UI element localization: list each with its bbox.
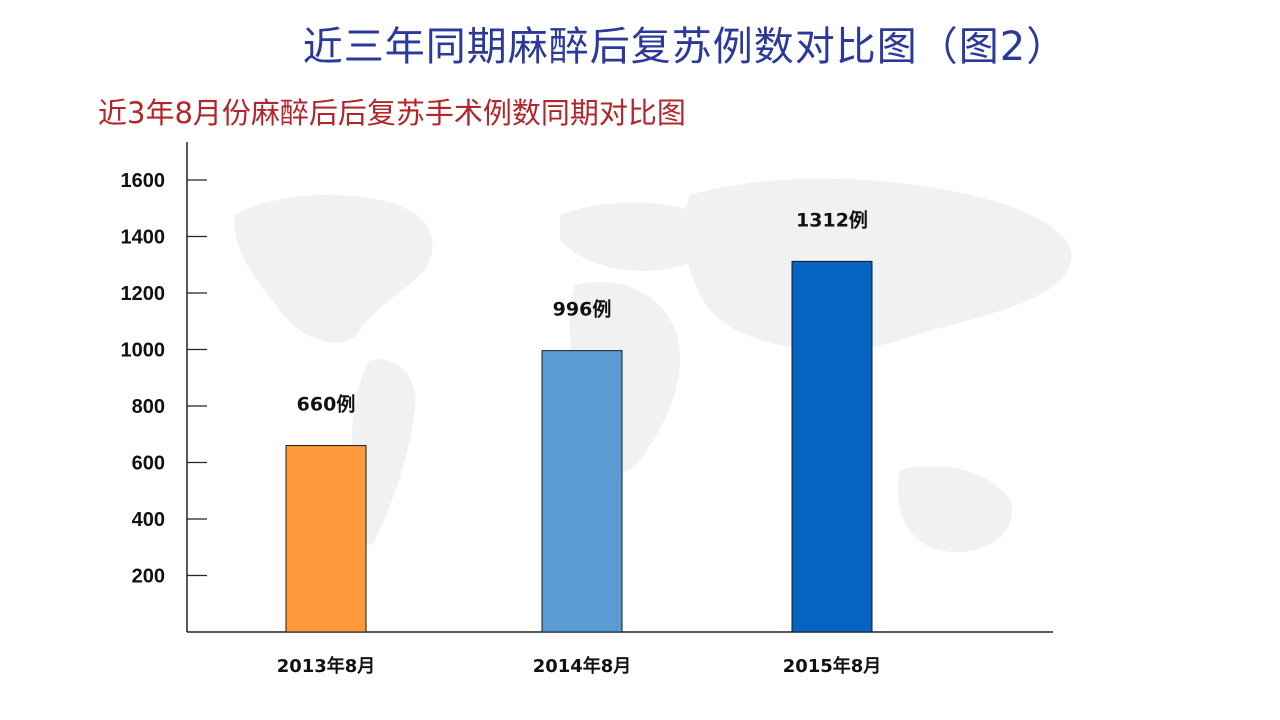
- y-tick-label: 600: [132, 453, 165, 475]
- bar-3: [791, 260, 873, 633]
- y-tick-label: 1400: [121, 227, 166, 249]
- bar-data-label: 1312例: [796, 208, 868, 231]
- bar-1: [285, 445, 367, 633]
- bar-2: [541, 350, 623, 633]
- world-map-watermark: [234, 178, 1072, 553]
- y-tick-label: 400: [132, 509, 165, 531]
- x-category-label: 2015年8月: [783, 655, 882, 677]
- y-tick-label: 800: [132, 396, 165, 418]
- y-tick-label: 1000: [121, 340, 166, 362]
- y-tick-label: 200: [132, 566, 165, 588]
- y-tick-label: 1600: [121, 170, 166, 192]
- bar-data-label: 660例: [297, 393, 356, 416]
- chart-bars: 660例 2013年8月 996例 2014年8月 1312例 2015年8月: [277, 208, 882, 677]
- y-tick-label: 1200: [121, 283, 166, 305]
- bar-data-label: 996例: [553, 298, 612, 321]
- chart-title: 近3年8月份麻醉后后复苏手术例数同期对比图: [98, 96, 686, 130]
- x-category-label: 2014年8月: [533, 655, 632, 677]
- x-category-label: 2013年8月: [277, 655, 376, 677]
- slide-title: 近三年同期麻醉后复苏例数对比图（图2）: [302, 24, 1068, 70]
